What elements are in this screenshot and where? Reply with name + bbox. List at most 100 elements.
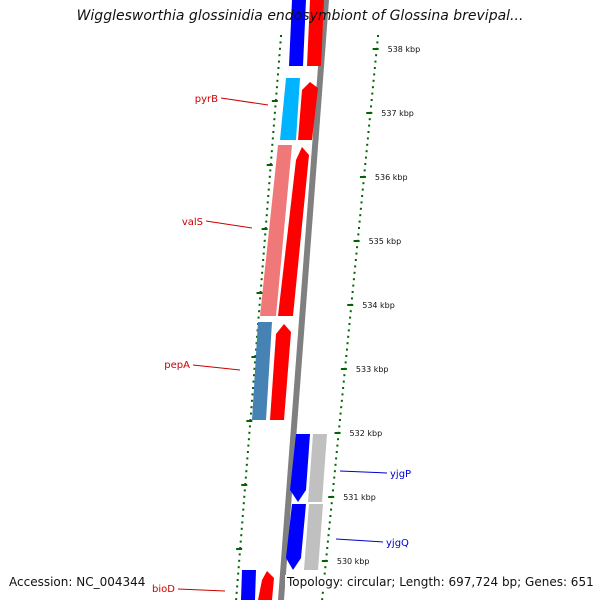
inner-guide-tick (256, 335, 259, 338)
inner-guide-tick (267, 188, 270, 191)
inner-guide-tick (262, 259, 265, 261)
inner-guide-major-tick (246, 420, 253, 422)
ruler-minor-tick (375, 54, 378, 57)
inner-guide-major-tick (261, 228, 268, 230)
ruler-minor-tick (347, 329, 350, 332)
cds-feature-pepA[interactable] (270, 324, 291, 420)
ruler-minor-tick (362, 182, 365, 185)
inner-guide-tick (241, 521, 244, 524)
inner-guide-tick (272, 124, 275, 127)
gene-feature-top-blue[interactable] (289, 0, 306, 66)
gene-feature-yjgQ[interactable] (286, 504, 306, 570)
inner-guide-tick (237, 572, 240, 575)
inner-guide-tick (261, 265, 264, 268)
ruler-major-tick (359, 176, 366, 178)
inner-guide-tick (236, 585, 239, 588)
cds-feature-pyrB[interactable] (298, 82, 318, 140)
ruler-minor-tick (349, 316, 352, 319)
ruler-major-tick (340, 368, 347, 370)
accession-text: Accession: NC_004344 (7, 575, 148, 589)
ruler-minor-tick (343, 374, 346, 377)
cds-feature-bioD[interactable] (258, 571, 274, 600)
inner-guide-major-tick (236, 548, 243, 550)
ruler-minor-tick (340, 406, 343, 409)
ruler-minor-tick (357, 227, 360, 229)
inner-guide-tick (272, 131, 275, 133)
inner-guide-tick (250, 399, 253, 402)
gene-label-pyrB[interactable]: pyrB (195, 94, 218, 105)
ruler-minor-tick (333, 470, 336, 473)
inner-guide-tick (273, 118, 276, 121)
ruler-minor-tick (376, 41, 379, 44)
inner-guide-tick (252, 380, 255, 383)
inner-guide-tick (277, 67, 280, 69)
ruler-minor-tick (347, 335, 350, 338)
gene-feature-yjgP[interactable] (290, 434, 310, 502)
inner-guide-tick (271, 137, 274, 140)
inner-guide-tick (276, 79, 279, 82)
cds-feature-valS[interactable] (278, 147, 309, 316)
cds-feature-yjgP[interactable] (308, 434, 327, 502)
inner-guide-tick (245, 463, 248, 466)
ruler-minor-tick (339, 412, 342, 415)
ruler-tick-label: 537 kbp (381, 109, 414, 118)
ruler-minor-tick (377, 35, 379, 37)
gene-label-bioD[interactable]: bioD (152, 584, 175, 595)
ruler-minor-tick (354, 259, 357, 261)
inner-guide-tick (245, 470, 248, 473)
inner-guide-tick (271, 143, 274, 146)
inner-guide-tick (240, 534, 243, 537)
gene-label-yjgP[interactable]: yjgP (390, 469, 411, 480)
ruler-tick-label: 538 kbp (388, 45, 421, 54)
backbone-line (278, 0, 329, 600)
inner-guide-major-tick (241, 484, 248, 486)
gene-label-pepA[interactable]: pepA (164, 360, 190, 371)
inner-guide-tick (277, 60, 280, 63)
gene-label-leader-pepA (192, 364, 241, 371)
ruler-minor-tick (345, 348, 348, 351)
ruler-minor-tick (354, 265, 357, 268)
sequence-title: Wigglesworthia glossinidia endosymbiont … (76, 8, 524, 24)
inner-guide-tick (239, 540, 242, 543)
inner-guide-tick (251, 393, 254, 396)
cds-feature-yjgQ[interactable] (304, 504, 323, 570)
ruler-minor-tick (364, 163, 367, 165)
cds-feature-top-red[interactable] (307, 0, 324, 66)
ruler-minor-tick (336, 444, 339, 447)
ruler-minor-tick (357, 233, 360, 236)
ruler-minor-tick (373, 67, 376, 69)
ruler-minor-tick (337, 438, 340, 441)
inner-guide-tick (238, 559, 241, 562)
gene-feature-pepA[interactable] (252, 322, 272, 420)
inner-guide-tick (261, 271, 264, 274)
inner-guide-tick (258, 303, 261, 306)
ruler-minor-tick (321, 591, 324, 594)
inner-guide-tick (235, 591, 238, 594)
inner-guide-tick (268, 175, 271, 178)
inner-guide-tick (242, 502, 245, 505)
ruler-minor-tick (351, 291, 354, 293)
ruler-minor-tick (353, 271, 356, 274)
ruler-tick-label: 530 kbp (337, 557, 370, 566)
ruler-minor-tick (361, 188, 364, 191)
inner-guide-tick (259, 297, 262, 300)
inner-guide-tick (255, 342, 258, 345)
inner-guide-tick (260, 278, 263, 281)
inner-guide-tick (255, 348, 258, 351)
gene-label-valS[interactable]: valS (182, 217, 203, 228)
inner-guide-tick (273, 111, 276, 114)
gene-feature-pyrB[interactable] (280, 78, 300, 140)
gene-label-leader-pyrB (220, 97, 269, 106)
ruler-minor-tick (359, 214, 362, 217)
ruler-minor-tick (355, 252, 358, 255)
gene-label-yjgQ[interactable]: yjgQ (386, 538, 409, 549)
ruler-minor-tick (364, 156, 367, 159)
inner-guide-tick (243, 489, 246, 492)
gene-feature-valS[interactable] (260, 145, 292, 316)
inner-guide-tick (254, 361, 257, 364)
gene-feature-bioD[interactable] (241, 570, 256, 600)
ruler-major-tick (347, 304, 354, 306)
inner-guide-tick (278, 54, 281, 57)
ruler-minor-tick (324, 566, 327, 569)
ruler-minor-tick (341, 393, 344, 396)
